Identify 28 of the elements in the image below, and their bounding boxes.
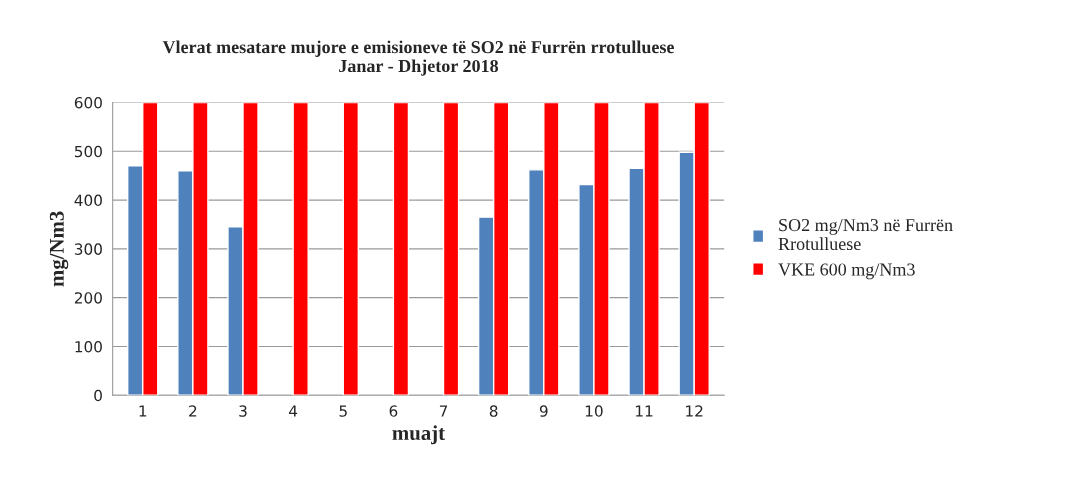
y-tick-label: 200 [74,292,102,304]
legend-label: VKE 600 mg/Nm3 [778,263,915,280]
y-tick-label: 600 [74,96,102,109]
x-tick-label: 1 [139,405,147,417]
bar [342,102,360,396]
y-tick-label: 300 [74,243,102,255]
x-tick-label: 2 [189,405,197,417]
x-tick-label: 9 [539,405,548,417]
y-tick-label: 400 [74,194,102,207]
y-axis-title: mg/Nm3 [49,211,69,287]
y-tick-label: 500 [74,145,102,158]
y-tick-label: 0 [94,389,102,402]
x-tick-label: 11 [636,405,653,417]
x-tick-label: 4 [289,405,298,417]
bar [442,102,460,396]
y-tick-label: 100 [75,340,102,353]
bar [392,102,410,396]
x-tick-label: 7 [439,405,448,417]
x-tick-label: 6 [389,405,398,417]
x-tick-label: 3 [239,405,247,417]
chart-title: Vlerat mesatare mujore e emisioneve të SO2 në Furrën rrotulluese Janar - Dhjetor 2018 [162,40,674,76]
legend-label: SO2 mg/Nm3 në Furrën Rrotulluese [778,218,953,251]
x-tick-label: 12 [686,405,703,417]
x-axis-title: muajt [392,425,445,445]
x-tick-label: 10 [585,405,603,417]
x-tick-label: 5 [339,405,347,417]
x-tick-label: 8 [489,405,498,417]
bar [292,102,309,396]
